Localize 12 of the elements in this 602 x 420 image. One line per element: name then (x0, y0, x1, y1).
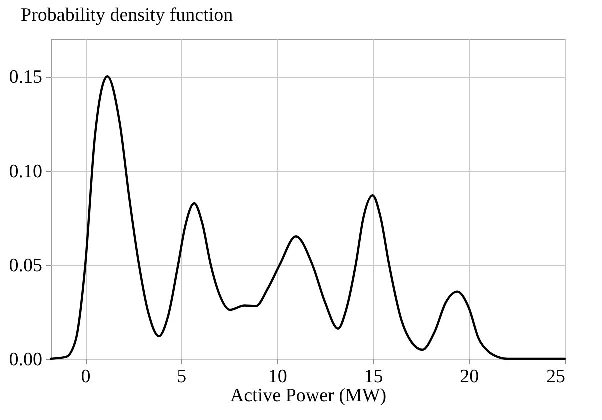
x-tick-label: 5 (177, 366, 187, 388)
chart-title: Probability density function (21, 5, 234, 26)
x-tick-label: 15 (364, 366, 384, 388)
x-axis-title: Active Power (MW) (230, 386, 387, 406)
x-tick-label: 20 (460, 366, 480, 388)
x-tick-label: 25 (546, 366, 566, 388)
y-tick-label: 0.00 (9, 350, 42, 370)
y-tick-label: 0.05 (9, 255, 42, 276)
y-tick-label: 0.10 (9, 161, 42, 182)
x-tick-label: 0 (81, 366, 91, 388)
x-tick-label: 10 (268, 366, 288, 388)
y-tick-label: 0.15 (9, 67, 42, 88)
